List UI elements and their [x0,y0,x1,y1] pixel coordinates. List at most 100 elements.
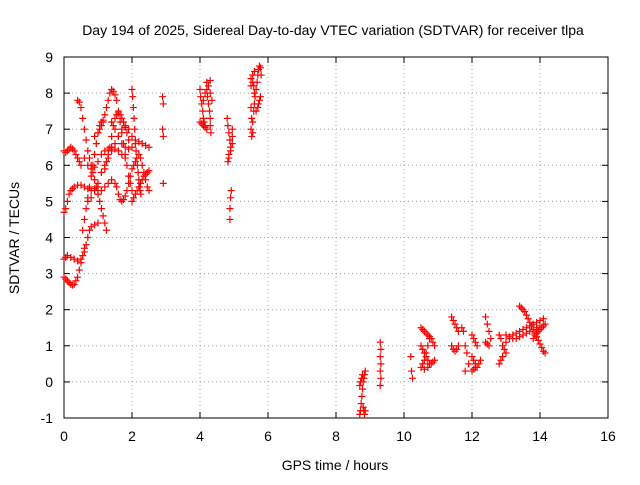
data-point [99,118,107,126]
data-point [131,190,139,198]
data-point [499,353,507,361]
data-point [118,197,126,205]
data-point [522,311,530,319]
data-point [247,75,255,83]
data-point [531,331,539,339]
y-tick-label: 7 [45,121,53,137]
data-point [254,100,262,108]
data-point [97,150,105,158]
data-point [196,85,204,93]
x-tick-label: 0 [60,428,68,444]
data-point [468,331,476,339]
data-point [87,194,95,202]
data-point [257,93,265,101]
data-point [84,234,92,241]
data-point [125,125,133,133]
data-point [454,342,462,350]
data-point [359,403,367,411]
data-point [451,347,459,355]
data-point [120,196,127,204]
data-point [125,179,133,187]
data-point [208,96,216,104]
data-point [485,342,493,350]
data-point [69,281,76,289]
data-point [417,324,425,332]
data-point [87,165,95,173]
data-point [82,136,90,144]
data-point [419,326,427,334]
data-point [135,183,143,191]
data-point [358,392,366,400]
data-point [108,85,116,93]
data-point [201,123,209,131]
y-tick-label: 0 [45,374,53,390]
data-point [111,125,119,133]
data-point [483,320,491,328]
y-tick-label: 3 [45,266,53,282]
data-point [517,304,525,312]
data-point [106,143,114,151]
data-point [130,114,138,122]
data-point [142,176,150,184]
data-point [109,87,117,95]
data-point [470,335,478,343]
data-point [248,132,256,140]
data-point [159,179,167,187]
data-point [101,147,109,155]
data-point [125,145,133,153]
data-point [495,360,503,368]
data-point [205,100,212,108]
data-point [109,122,117,130]
data-point [131,125,139,133]
x-tick-label: 8 [332,428,340,444]
data-point [137,179,144,187]
data-point [257,64,265,72]
data-point [94,158,102,166]
data-point [203,78,211,86]
data-point [91,150,99,158]
y-tick-label: 8 [45,85,53,101]
data-point [79,114,87,122]
data-point [536,340,544,348]
data-point [512,335,520,343]
data-point [129,93,137,101]
data-point [128,165,136,173]
data-point [407,353,415,361]
data-point [417,342,425,350]
y-tick-label: 2 [45,302,53,318]
data-point [539,347,547,355]
data-point [145,167,153,175]
data-point [60,208,68,216]
data-point [131,136,139,144]
x-tick-label: 12 [464,428,480,444]
data-point [77,181,85,189]
data-point [249,118,257,126]
data-point [97,169,105,177]
data-point [74,96,82,104]
data-point [482,313,490,321]
data-point [197,93,205,101]
data-point [427,360,435,368]
data-point [123,129,131,137]
data-point [249,71,257,79]
data-point [207,129,215,137]
data-point [482,338,490,346]
data-point [448,342,456,350]
data-point [131,158,139,166]
data-point [79,252,87,260]
data-point [133,187,141,195]
x-tick-label: 10 [396,428,412,444]
data-point [145,143,153,151]
data-point [431,342,439,350]
data-point [477,356,484,364]
data-point [62,205,70,213]
data-point [250,89,258,97]
data-point [377,345,385,353]
y-tick-label: 9 [45,49,53,65]
x-tick-label: 4 [196,428,204,444]
data-point [429,358,437,366]
data-point [111,114,119,122]
data-point [417,363,425,371]
data-point [63,147,71,155]
